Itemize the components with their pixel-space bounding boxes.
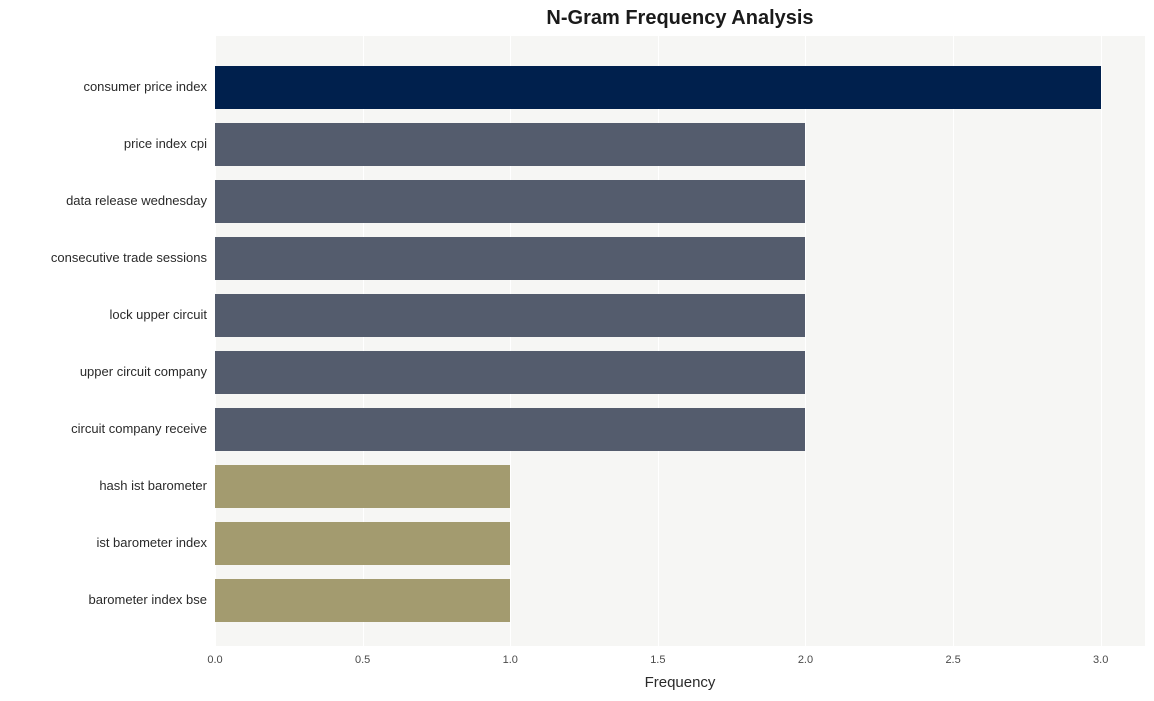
bar-row [215,408,1145,451]
plot-area [215,36,1145,646]
bar-row [215,294,1145,337]
x-axis-label: Frequency [215,674,1145,691]
x-tick-label: 2.0 [785,654,825,666]
bar [215,351,805,394]
bar [215,294,805,337]
y-tick-label: price index cpi [0,136,207,151]
x-tick-label: 0.0 [195,654,235,666]
bar-row [215,180,1145,223]
bar-row [215,123,1145,166]
x-tick-label: 0.5 [343,654,383,666]
y-tick-label: lock upper circuit [0,307,207,322]
bar [215,66,1101,109]
y-tick-label: consumer price index [0,79,207,94]
x-tick-label: 1.0 [490,654,530,666]
y-tick-label: upper circuit company [0,364,207,379]
bar [215,465,510,508]
bar [215,180,805,223]
y-tick-label: consecutive trade sessions [0,250,207,265]
bar-row [215,522,1145,565]
bar [215,237,805,280]
y-tick-label: barometer index bse [0,592,207,607]
bar-row [215,351,1145,394]
bar-row [215,579,1145,622]
x-tick-label: 2.5 [933,654,973,666]
y-tick-label: circuit company receive [0,421,207,436]
x-tick-label: 3.0 [1081,654,1121,666]
bar-row [215,237,1145,280]
chart-title: N-Gram Frequency Analysis [215,7,1145,30]
bar-row [215,66,1145,109]
bar [215,408,805,451]
y-tick-label: ist barometer index [0,535,207,550]
bar [215,522,510,565]
bar [215,579,510,622]
bar [215,123,805,166]
y-tick-label: hash ist barometer [0,478,207,493]
y-tick-label: data release wednesday [0,193,207,208]
ngram-frequency-chart: N-Gram Frequency Analysis Frequency 0.0 0… [0,0,1154,701]
x-tick-label: 1.5 [638,654,678,666]
bar-row [215,465,1145,508]
